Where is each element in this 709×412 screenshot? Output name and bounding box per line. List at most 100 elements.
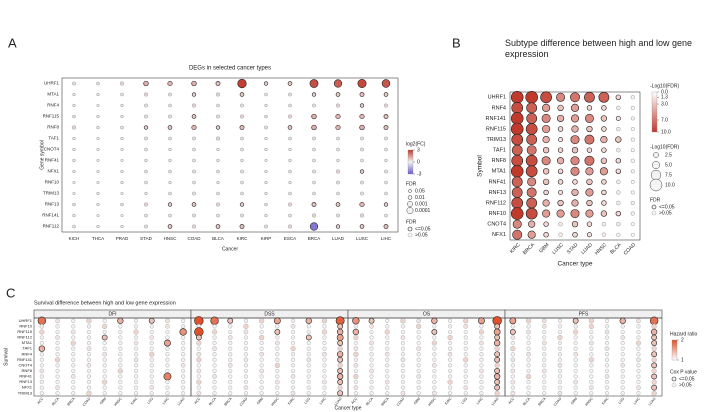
dot	[264, 224, 268, 229]
x-tick-label: KICH	[69, 236, 80, 241]
dot	[227, 362, 233, 368]
dot	[541, 340, 547, 346]
dot	[259, 329, 264, 335]
dot	[149, 335, 155, 340]
x-tick-label: PRAD	[116, 236, 129, 241]
y-tick-label: TAF1	[48, 136, 59, 141]
dot	[133, 391, 139, 396]
colorbar-label: 0	[417, 159, 420, 165]
dot	[615, 136, 622, 143]
dot	[649, 316, 659, 325]
dot	[120, 202, 124, 207]
dot	[630, 158, 635, 163]
dot	[479, 346, 484, 351]
dot	[479, 391, 484, 396]
dot	[542, 329, 547, 335]
dot	[385, 335, 390, 340]
dot	[133, 340, 139, 346]
dot	[384, 147, 388, 152]
dot	[432, 368, 437, 374]
dot	[510, 340, 515, 346]
dot	[573, 391, 578, 396]
dot	[39, 340, 44, 346]
dot	[431, 362, 437, 368]
dot	[353, 368, 358, 374]
dot	[102, 329, 107, 335]
dot	[526, 357, 531, 362]
x-tick-label: HNSC	[113, 396, 123, 407]
dot	[385, 340, 390, 346]
dot	[149, 329, 154, 335]
dot	[558, 232, 563, 237]
dot	[385, 324, 390, 329]
dot	[353, 324, 358, 329]
dot	[557, 390, 563, 396]
dot	[86, 352, 92, 357]
dot	[336, 191, 340, 196]
dot	[275, 368, 280, 374]
dot	[192, 158, 196, 163]
dot	[118, 329, 123, 335]
dot	[96, 81, 100, 86]
x-axis-label: Cancer type	[557, 261, 592, 268]
dot	[275, 335, 280, 340]
dot	[239, 125, 245, 130]
dot	[167, 202, 173, 207]
x-tick-label: COAD	[187, 236, 201, 241]
legend-title: Hazard ratio	[670, 331, 697, 337]
x-tick-label: KIRC	[444, 396, 453, 405]
dot	[243, 346, 249, 351]
dot	[509, 329, 516, 335]
dot	[96, 104, 100, 108]
dot	[651, 323, 657, 329]
dot	[243, 385, 249, 391]
dot	[290, 340, 296, 346]
plot-frame	[61, 77, 399, 233]
dot	[369, 379, 374, 385]
legend-label: 10.0	[665, 182, 675, 188]
dot	[149, 374, 154, 379]
dot	[636, 385, 641, 391]
dot	[431, 317, 438, 324]
dot	[120, 125, 124, 130]
dot	[526, 187, 537, 198]
dot	[432, 385, 437, 390]
y-axis-label: Symbol	[477, 155, 484, 177]
dot	[589, 352, 594, 357]
dot	[228, 385, 233, 390]
dot	[70, 329, 76, 335]
x-tick-label: KIRC	[287, 396, 296, 405]
dot	[510, 352, 515, 357]
dot	[541, 318, 547, 324]
dot	[353, 379, 358, 385]
y-tick-label: CNOT4	[18, 362, 32, 367]
dot	[636, 329, 641, 335]
dot	[511, 154, 524, 167]
dot	[589, 346, 594, 351]
dot	[369, 374, 374, 379]
x-tick-label: KIRC	[601, 396, 610, 405]
dot	[143, 125, 149, 130]
dot	[571, 125, 579, 133]
dot	[557, 374, 563, 379]
x-tick-label: HNSC	[270, 396, 280, 407]
dot	[306, 346, 311, 351]
dot	[651, 346, 657, 352]
dot	[149, 324, 154, 329]
dot	[275, 324, 280, 329]
dot	[335, 124, 341, 131]
dot	[601, 126, 607, 132]
dot	[305, 334, 312, 341]
dot	[570, 103, 580, 112]
dot	[630, 148, 635, 153]
dot	[359, 169, 365, 174]
dot	[144, 103, 148, 108]
dot	[322, 363, 327, 368]
dot	[601, 147, 607, 153]
dot	[259, 391, 264, 396]
dot	[447, 385, 453, 390]
dot	[312, 180, 316, 185]
dot	[557, 362, 563, 368]
dot	[306, 352, 311, 357]
x-tick-label: LUAD	[491, 396, 500, 406]
